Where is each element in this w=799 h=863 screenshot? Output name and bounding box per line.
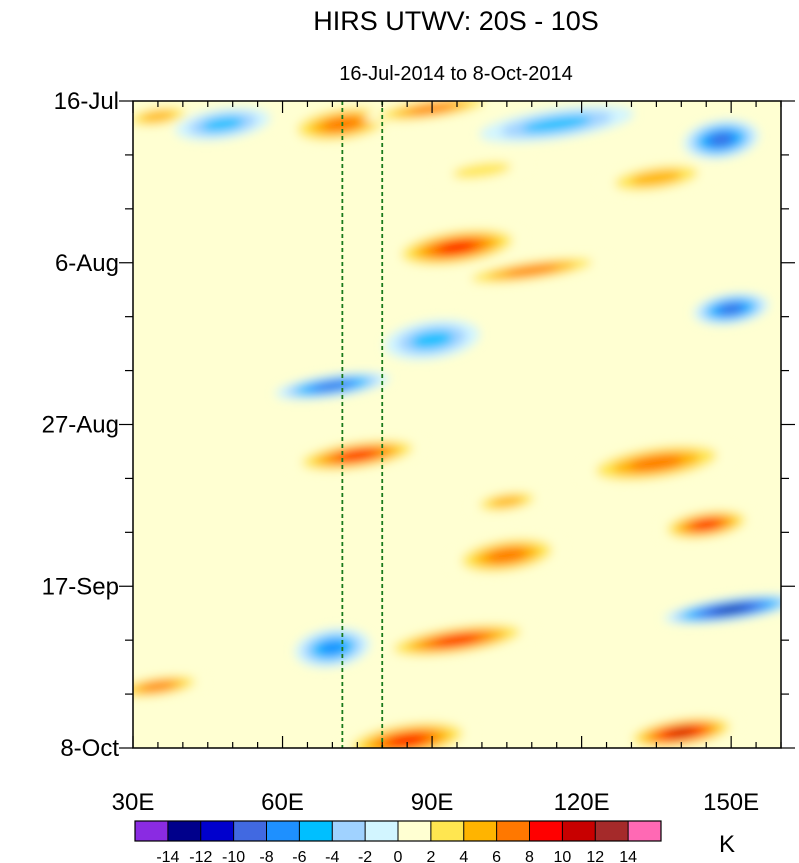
heatmap-anomaly <box>479 105 634 143</box>
colorbar-cell <box>562 821 596 841</box>
colorbar-label: -2 <box>358 849 372 863</box>
heatmap-contour <box>630 170 682 186</box>
heatmap-contour <box>490 496 524 507</box>
colorbar-label: -12 <box>189 849 212 863</box>
colorbar-cell <box>266 821 300 841</box>
colorbar-label: -6 <box>292 849 306 863</box>
heatmap-contour <box>504 265 559 276</box>
colorbar-cell <box>529 821 563 841</box>
heatmap-contour <box>486 548 527 563</box>
heatmap-contour <box>410 330 454 349</box>
heatmap-contour <box>522 115 592 133</box>
heatmap-anomaly <box>175 107 271 141</box>
colorbar-label: -8 <box>259 849 273 863</box>
colorbar-cell <box>496 821 530 841</box>
colorbar-cell <box>365 821 399 841</box>
heatmap-contour <box>452 162 512 179</box>
y-tick-label: 27-Aug <box>42 412 119 439</box>
chart-title: HIRS UTWV: 20S - 10S <box>313 6 599 36</box>
colorbar-label: 12 <box>586 849 604 863</box>
colorbar-label: 0 <box>394 849 403 863</box>
y-tick-label: 8-Oct <box>60 735 119 762</box>
y-tick-label: 17-Sep <box>42 573 119 600</box>
heatmap-anomaly <box>598 161 714 195</box>
colorbar-cell <box>233 821 267 841</box>
heatmap-anomaly <box>579 441 734 485</box>
heatmap-anomaly <box>658 508 754 541</box>
x-tick-label: 120E <box>554 789 610 816</box>
heatmap-anomaly <box>384 319 480 360</box>
colorbar-cell <box>200 821 234 841</box>
heatmap-anomaly <box>133 673 206 700</box>
heatmap-anomaly <box>449 534 565 576</box>
heatmap-contour <box>692 519 720 530</box>
colorbar-label: 10 <box>554 849 572 863</box>
heatmap-anomaly <box>274 372 390 400</box>
x-tick-label: 150E <box>703 789 759 816</box>
y-tick-label: 6-Aug <box>55 250 119 277</box>
colorbar-label: 8 <box>525 849 534 863</box>
colorbar-cell <box>167 821 202 841</box>
colorbar-label: 6 <box>492 849 501 863</box>
heatmap-contour <box>716 606 746 613</box>
y-tick-label: 16-Jul <box>54 88 119 115</box>
heatmap-contour <box>434 634 480 646</box>
heatmap-contour <box>629 455 684 471</box>
heatmap-anomaly <box>379 621 535 659</box>
heatmap-anomaly <box>133 104 196 129</box>
heatmap-contour <box>720 304 742 314</box>
colorbar-cell <box>135 821 169 841</box>
colorbar-label: 14 <box>619 849 637 863</box>
heatmap-contour <box>141 111 175 122</box>
chart-subtitle: 16-Jul-2014 to 8-Oct-2014 <box>339 63 572 85</box>
colorbar-cell <box>463 821 497 841</box>
colorbar-cell <box>398 821 432 841</box>
heatmap-contour <box>667 728 696 737</box>
heatmap-contour <box>201 116 244 132</box>
colorbar-unit: K <box>719 831 735 858</box>
heatmap-anomaly <box>693 293 769 325</box>
colorbar: -14 -12 -10 -8 -6 -4 -2 0 2 4 6 8 10 12 14 <box>134 820 662 863</box>
colorbar-cell <box>628 821 662 841</box>
heatmap-anomaly <box>683 119 759 160</box>
colorbar-label: 2 <box>426 849 435 863</box>
x-axis: 30E 60E 90E 120E 150E <box>112 101 782 816</box>
colorbar-frame <box>134 820 662 842</box>
colorbar-label: -14 <box>156 849 179 863</box>
heatmap-contour <box>338 450 377 461</box>
heatmap-anomaly <box>389 226 525 269</box>
x-tick-label: 30E <box>112 789 155 816</box>
heatmap-anomaly <box>339 719 475 748</box>
colorbar-label: 4 <box>459 849 468 863</box>
reference-lines <box>341 101 384 748</box>
heatmap-anomaly <box>469 489 545 514</box>
colorbar-label: -10 <box>222 849 245 863</box>
heatmap-contour <box>387 734 427 747</box>
heatmap-contour <box>319 641 346 655</box>
colorbar-cell <box>332 821 366 841</box>
heatmap-anomaly <box>663 594 781 624</box>
heatmap-anomaly <box>434 157 530 184</box>
heatmap-anomaly <box>454 255 610 286</box>
heatmap-anomaly <box>623 715 739 748</box>
heatmap-field <box>133 101 781 748</box>
x-tick-label: 90E <box>411 789 454 816</box>
colorbar-label: -4 <box>325 849 339 863</box>
colorbar-cell <box>299 821 333 841</box>
heatmap-contour <box>437 241 477 254</box>
heatmap-contour <box>710 133 733 146</box>
colorbar-cell <box>595 821 629 841</box>
heatmap-contour <box>315 382 349 390</box>
heatmap-anomaly <box>294 628 371 668</box>
heatmap-contour <box>141 681 175 691</box>
y-axis: 16-Jul 6-Aug 27-Aug 17-Sep 8-Oct <box>42 88 795 762</box>
x-tick-label: 60E <box>261 789 304 816</box>
colorbar-cell <box>430 821 465 841</box>
